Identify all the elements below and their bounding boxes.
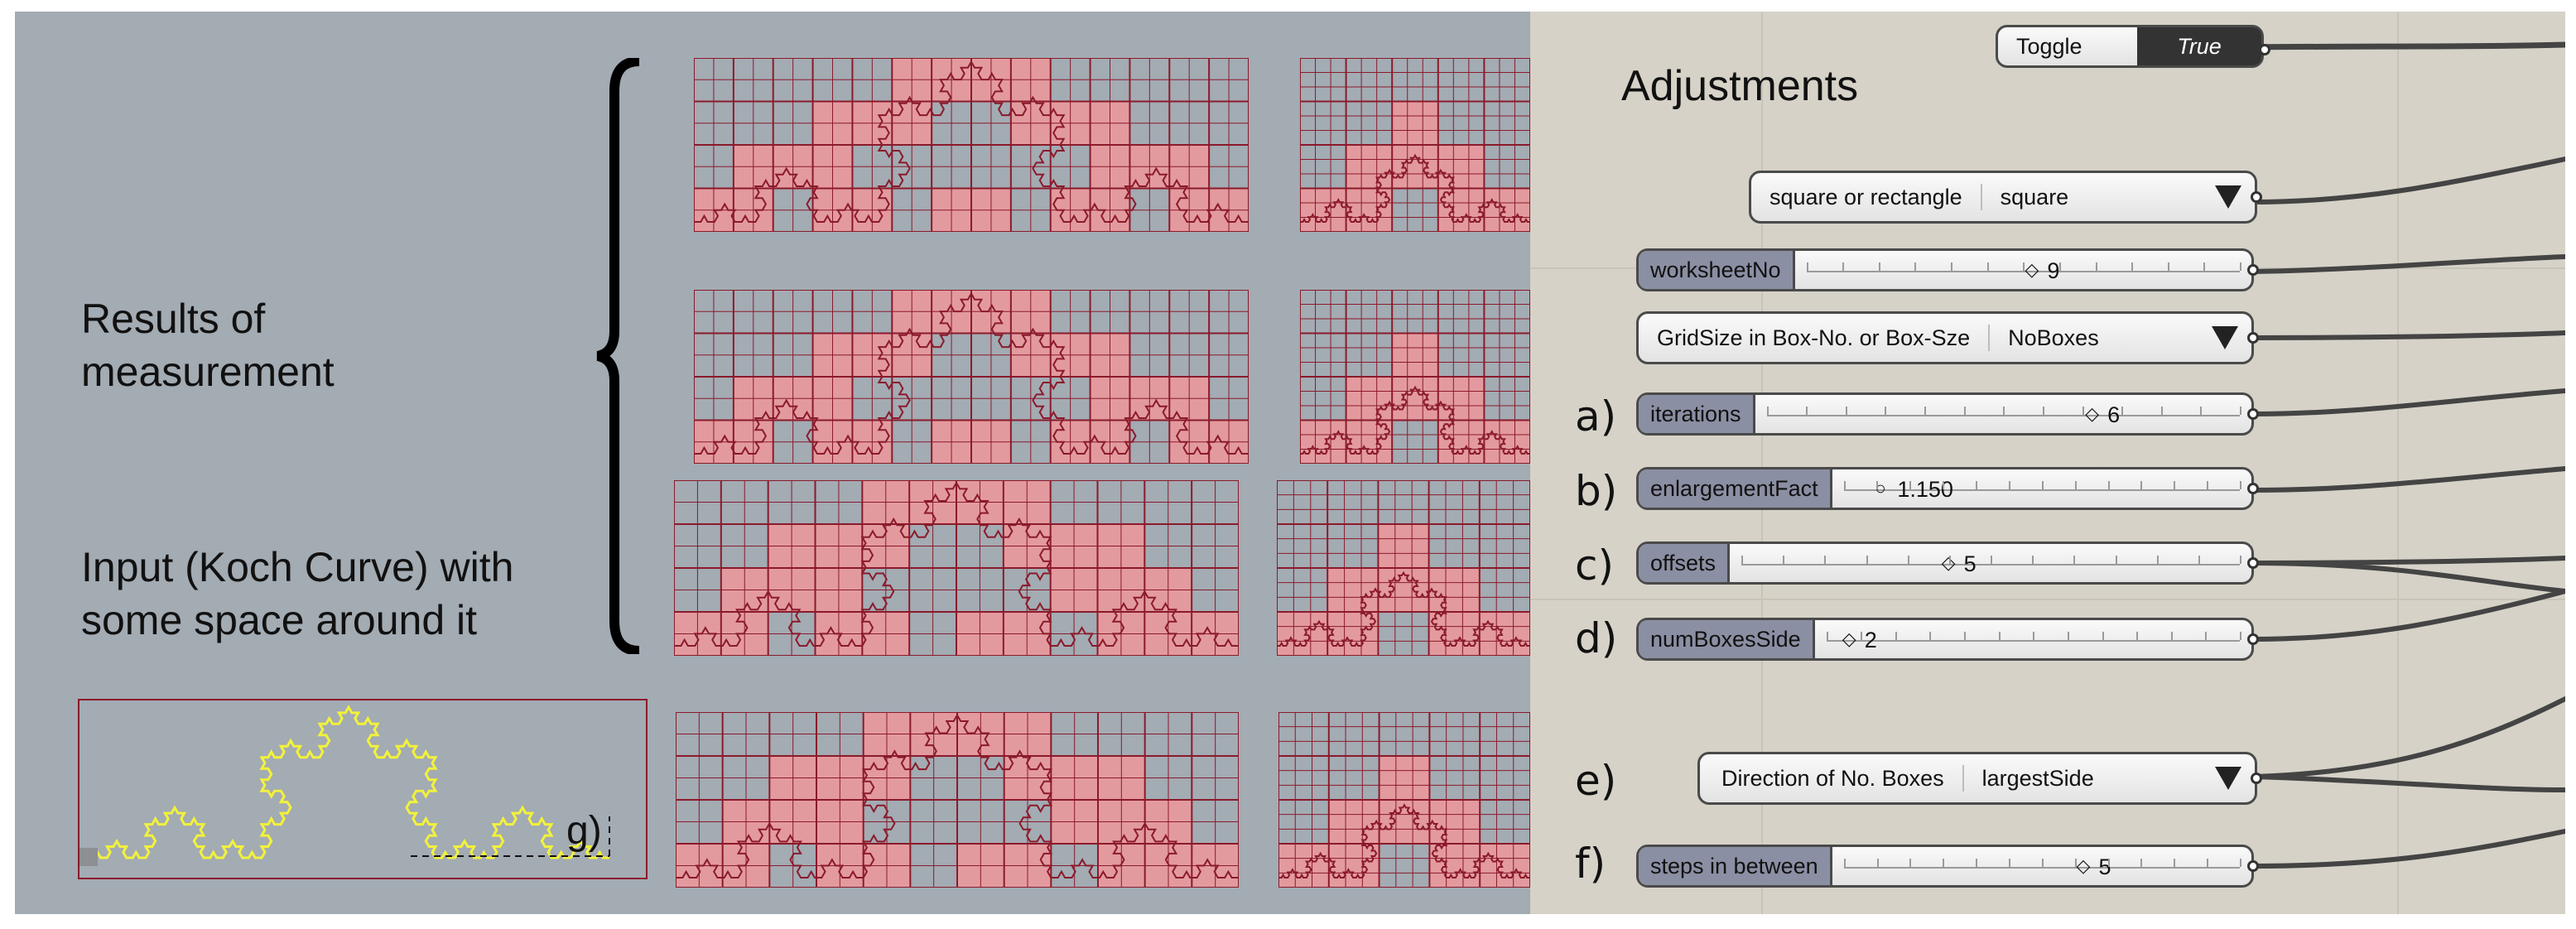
label-e: e) [1575, 757, 1617, 805]
numboxes-slider[interactable]: numBoxesSide ◇ 2 [1636, 618, 2254, 661]
result-thumbnail [1299, 289, 1531, 468]
result-thumbnail [673, 479, 1240, 660]
toggle-component[interactable]: Toggle True [1996, 25, 2264, 68]
steps-slider[interactable]: steps in between ◇ 5 [1636, 845, 2254, 888]
numboxes-slider-value: 2 [1864, 628, 1877, 652]
result-thumbnail [693, 57, 1249, 236]
offsets-slider-name: offsets [1639, 544, 1731, 582]
offsets-slider[interactable]: offsets ◇ 5 [1636, 542, 2254, 585]
label-b: b) [1575, 467, 1618, 515]
enlargement-slider[interactable]: enlargementFact ○ 1.150 [1636, 467, 2254, 510]
numboxes-output-port[interactable] [2247, 633, 2259, 645]
steps-output-port[interactable] [2247, 860, 2259, 872]
toggle-output-port[interactable] [2259, 44, 2270, 55]
direction-dropdown[interactable]: Direction of No. Boxes largestSide [1697, 752, 2257, 805]
toggle-label: Toggle [2016, 33, 2082, 59]
worksheet-slider-name: worksheetNo [1639, 251, 1795, 289]
gridsize-dropdown[interactable]: GridSize in Box-No. or Box-Sze NoBoxes [1636, 311, 2254, 364]
input-koch-curve-preview: g) [78, 699, 648, 879]
worksheet-slider[interactable]: worksheetNo ◇ 9 [1636, 248, 2254, 291]
dropdown-arrow-icon[interactable] [2215, 185, 2241, 209]
slider-grip-icon[interactable]: ◇ [1942, 554, 1957, 572]
label-d: d) [1575, 614, 1618, 662]
results-label-line2: measurement [81, 349, 335, 395]
direction-output-port[interactable] [2251, 773, 2262, 784]
adjustments-title: Adjustments [1621, 62, 1859, 110]
grasshopper-canvas[interactable]: Adjustments Toggle True square or rectan… [1530, 12, 2565, 914]
results-label-line1: Results of [81, 296, 266, 342]
iterations-slider[interactable]: iterations ◇ 6 [1636, 392, 2254, 436]
result-thumbnail [1278, 711, 1531, 892]
iterations-slider-value: 6 [2107, 402, 2121, 427]
toggle-value[interactable]: True [2137, 27, 2261, 65]
shape-dropdown-label: square or rectangle [1769, 184, 1962, 209]
label-f: f) [1575, 840, 1606, 888]
result-thumbnail [1276, 479, 1531, 660]
iterations-slider-name: iterations [1639, 395, 1755, 433]
result-thumbnail [693, 289, 1249, 468]
gridsize-dropdown-value: NoBoxes [2008, 325, 2099, 350]
iterations-output-port[interactable] [2247, 408, 2259, 420]
result-thumbnail [1299, 57, 1531, 236]
enlargement-slider-value: 1.150 [1897, 477, 1953, 502]
dropdown-arrow-icon[interactable] [2215, 767, 2241, 790]
label-c: c) [1575, 542, 1614, 590]
shape-output-port[interactable] [2251, 191, 2262, 203]
worksheet-slider-value: 9 [2047, 258, 2060, 283]
dropdown-arrow-icon[interactable] [2212, 326, 2238, 349]
enlargement-slider-name: enlargementFact [1639, 469, 1832, 508]
enlargement-output-port[interactable] [2247, 483, 2259, 494]
slider-grip-icon[interactable]: ◇ [1842, 628, 1856, 649]
shape-dropdown[interactable]: square or rectangle square [1749, 171, 2257, 224]
koch-curve [88, 705, 609, 859]
offsets-slider-value: 5 [1963, 551, 1977, 576]
worksheet-output-port[interactable] [2247, 264, 2259, 276]
direction-dropdown-label: Direction of No. Boxes [1721, 765, 1944, 791]
gridsize-dropdown-label: GridSize in Box-No. or Box-Sze [1657, 325, 1971, 350]
input-label-line2: some space around it [81, 597, 478, 643]
slider-grip-icon[interactable]: ◇ [2025, 259, 2039, 280]
direction-dropdown-value: largestSide [1981, 765, 2094, 791]
shape-dropdown-value: square [2000, 184, 2069, 209]
label-a: a) [1575, 392, 1617, 440]
steps-slider-name: steps in between [1639, 847, 1832, 885]
numboxes-slider-name: numBoxesSide [1639, 620, 1815, 658]
offsets-output-port[interactable] [2247, 557, 2259, 569]
input-label-line1: Input (Koch Curve) with [81, 544, 514, 590]
results-brace [596, 58, 640, 654]
gridsize-output-port[interactable] [2247, 332, 2259, 344]
slider-grip-icon[interactable]: ◇ [2076, 855, 2091, 876]
slider-grip-icon[interactable]: ◇ [2085, 403, 2100, 424]
result-thumbnail [675, 711, 1240, 892]
g-label: g) [566, 809, 602, 853]
rhino-viewport: Results of measurement Input (Koch Curve… [15, 12, 1531, 914]
